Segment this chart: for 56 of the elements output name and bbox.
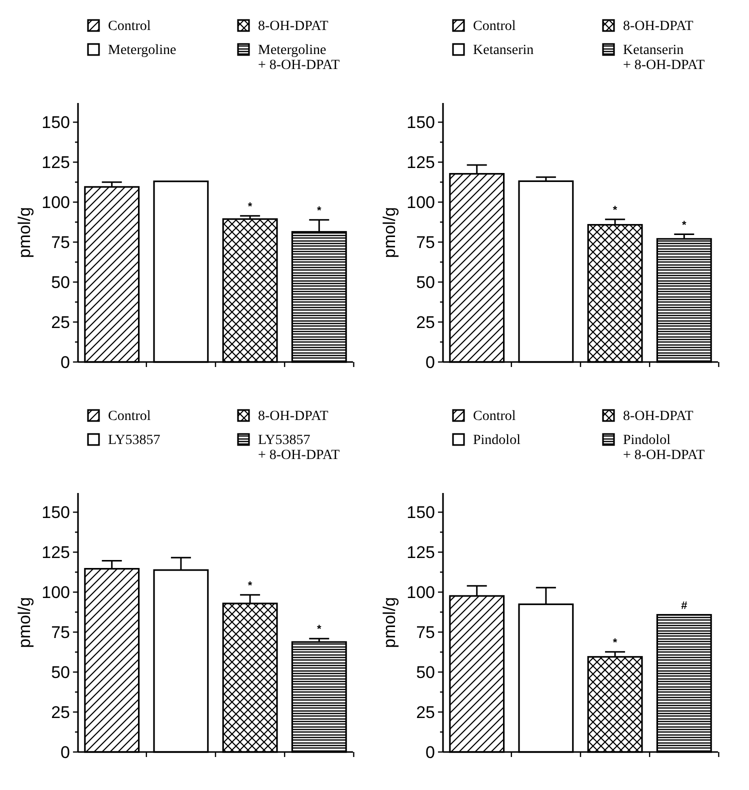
data-label: * — [317, 624, 322, 636]
y-tick-label: 25 — [416, 703, 435, 722]
y-tick-label: 150 — [42, 503, 70, 522]
legend-label: Control — [473, 409, 516, 424]
legend-label: Ketanserin + 8-OH-DPAT — [623, 43, 706, 73]
legend-label: Control — [108, 409, 151, 424]
y-tick-label: 0 — [60, 353, 70, 372]
y-tick-label: 100 — [42, 583, 70, 602]
y-tick-label: 125 — [42, 543, 70, 562]
legend-label: Ketanserin — [473, 43, 534, 58]
y-tick-label: 25 — [51, 703, 70, 722]
legend-label: Control — [473, 19, 516, 34]
y-tick-label: 150 — [42, 113, 70, 132]
legend-label: Pindolol — [473, 433, 521, 448]
y-tick-label: 25 — [416, 313, 435, 332]
y-tick-label: 25 — [51, 313, 70, 332]
y-tick-label: 50 — [416, 663, 435, 682]
y-tick-label: 50 — [416, 273, 435, 292]
data-label: * — [317, 204, 322, 217]
y-tick-label: 75 — [416, 623, 435, 642]
legend-label: Metergoline — [108, 43, 176, 58]
y-axis-title: pmol/g — [15, 596, 34, 648]
legend-label: LY53857 — [108, 433, 160, 448]
y-axis-title: pmol/g — [15, 206, 34, 258]
y-tick-label: 0 — [426, 743, 435, 762]
y-tick-label: 75 — [51, 623, 70, 642]
y-tick-label: 75 — [416, 233, 435, 252]
data-label: * — [682, 219, 688, 232]
legend-label: 8-OH-DPAT — [623, 409, 694, 424]
y-tick-label: 100 — [406, 583, 435, 602]
data-label: # — [681, 600, 688, 612]
y-tick-label: 50 — [51, 663, 70, 682]
y-tick-label: 75 — [51, 233, 70, 252]
y-tick-label: 125 — [42, 153, 70, 172]
data-label: * — [612, 636, 618, 649]
y-tick-label: 0 — [60, 743, 70, 762]
y-tick-label: 150 — [406, 113, 435, 132]
legend-label: 8-OH-DPAT — [258, 409, 329, 424]
data-label: * — [248, 200, 253, 213]
legend-label: 8-OH-DPAT — [623, 19, 694, 34]
legend-label: LY53857 + 8-OH-DPAT — [258, 433, 340, 463]
data-label: * — [612, 204, 618, 216]
legend-label: Control — [108, 19, 151, 34]
y-tick-label: 125 — [406, 153, 435, 172]
y-tick-label: 100 — [42, 193, 70, 212]
legend-label: Metergoline + 8-OH-DPAT — [258, 43, 340, 73]
y-axis-title: pmol/g — [380, 596, 399, 648]
y-tick-label: 50 — [51, 273, 70, 292]
y-tick-label: 0 — [426, 353, 435, 372]
y-axis-title: pmol/g — [380, 206, 399, 258]
legend-label: Pindolol + 8-OH-DPAT — [623, 433, 706, 463]
data-label: * — [248, 580, 253, 592]
y-tick-label: 150 — [406, 503, 435, 522]
y-tick-label: 100 — [406, 193, 435, 212]
legend-label: 8-OH-DPAT — [258, 19, 329, 34]
y-tick-label: 125 — [406, 543, 435, 562]
